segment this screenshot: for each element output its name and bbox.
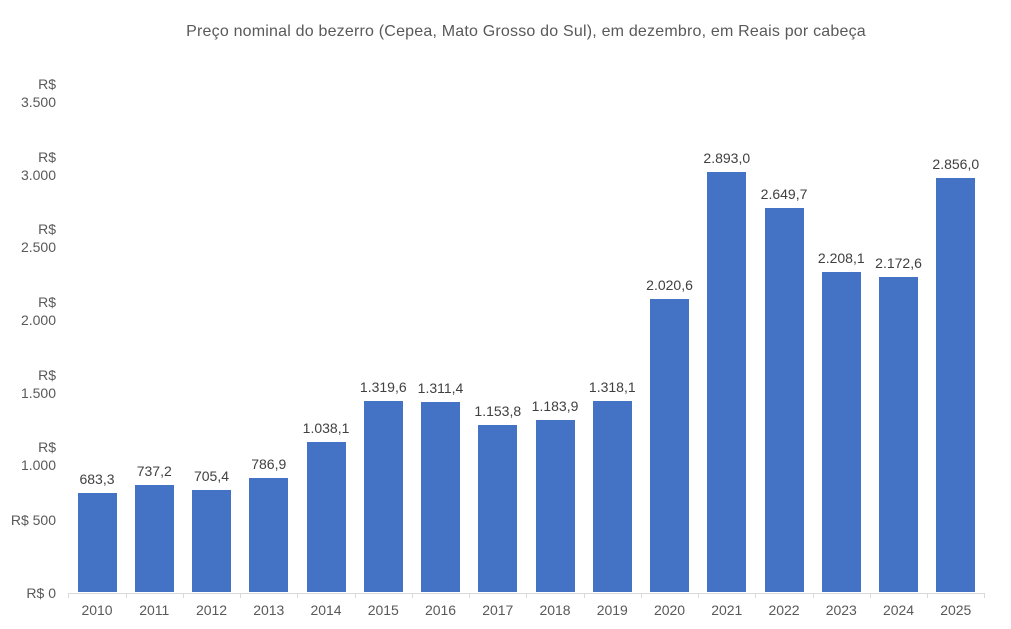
x-tick-label: 2020 — [653, 601, 686, 618]
x-axis-tick — [354, 592, 356, 598]
x-tick-label: 2025 — [940, 601, 972, 618]
bar-value-label: 1.153,8 — [474, 402, 522, 419]
x-tick-label: 2024 — [882, 601, 915, 618]
bar-value-label: 2.208,1 — [817, 249, 865, 266]
x-tick-label: 2016 — [424, 601, 457, 618]
y-tick-label: R$ 1.000 — [20, 439, 56, 474]
x-axis-tick — [698, 592, 700, 598]
x-axis-tick — [927, 592, 929, 598]
bar-2022 — [764, 207, 804, 593]
bar-2018 — [535, 420, 575, 593]
bar-value-label: 2.020,6 — [646, 276, 693, 293]
x-axis-tick — [182, 592, 184, 598]
bar-value-label: 705,4 — [193, 468, 230, 484]
bar-value-label: 737,2 — [136, 463, 172, 480]
x-axis-tick — [583, 592, 585, 598]
x-axis-tick — [526, 592, 528, 598]
bar-2024 — [879, 276, 919, 593]
x-axis-tick — [469, 592, 471, 598]
bar-2011 — [134, 485, 174, 593]
x-axis-tick — [640, 592, 642, 598]
bar-value-label: 683,3 — [79, 471, 115, 488]
x-tick-label: 2023 — [825, 601, 857, 618]
x-tick-label: 2021 — [711, 601, 743, 618]
bar-value-label: 2.172,6 — [875, 254, 922, 271]
bar-value-label: 1.319,6 — [359, 378, 407, 395]
bar-value-label: 786,9 — [251, 456, 287, 473]
bar-2025 — [936, 177, 976, 593]
bar-2021 — [707, 172, 747, 593]
x-axis-tick — [240, 592, 242, 598]
x-tick-label: 2014 — [310, 601, 342, 618]
x-tick-label: 2018 — [539, 601, 571, 618]
x-tick-label: 2010 — [81, 601, 113, 618]
y-tick-label: R$ 3.500 — [20, 76, 56, 110]
x-axis-tick — [984, 592, 986, 598]
x-axis-tick — [869, 592, 871, 598]
bar-value-label: 1.038,1 — [302, 419, 350, 436]
bar-value-label: 1.311,4 — [417, 379, 464, 396]
x-axis-tick — [411, 592, 413, 598]
bar-value-label: 2.893,0 — [703, 150, 751, 167]
x-tick-label: 2012 — [195, 601, 228, 618]
x-axis-tick — [125, 592, 127, 598]
x-axis-tick — [755, 592, 757, 598]
x-tick-label: 2011 — [139, 601, 170, 618]
x-tick-label: 2022 — [768, 601, 800, 618]
x-tick-label: 2019 — [596, 601, 628, 618]
x-tick-label: 2017 — [482, 601, 514, 618]
bar-2015 — [363, 400, 403, 593]
bar-2012 — [192, 490, 232, 593]
y-tick-label: R$ 3.000 — [20, 148, 56, 183]
x-axis-tick — [297, 592, 299, 598]
chart-title: Preço nominal do bezerro (Cepea, Mato Gr… — [186, 23, 866, 40]
bar-2016 — [421, 401, 461, 593]
y-tick-label: R$ 1.500 — [20, 366, 56, 401]
bar-value-label: 2.649,7 — [760, 185, 808, 202]
y-tick-label: R$ 2.000 — [20, 293, 56, 328]
x-axis-tick — [68, 592, 70, 598]
bar-value-label: 1.318,1 — [588, 378, 636, 395]
x-tick-label: 2015 — [367, 601, 399, 618]
x-tick-label: 2013 — [253, 601, 285, 618]
bar-2014 — [306, 441, 346, 593]
bar-2019 — [592, 400, 632, 593]
bar-2010 — [77, 493, 117, 593]
x-axis-tick — [812, 592, 814, 598]
bar-value-label: 2.856,0 — [932, 155, 980, 172]
y-tick-label: R$ 500 — [10, 511, 56, 528]
bar-value-label: 1.183,9 — [531, 398, 579, 415]
bar-2013 — [249, 478, 289, 593]
y-tick-label: R$ 0 — [26, 584, 56, 601]
bar-2020 — [650, 298, 690, 593]
bar-2023 — [821, 271, 861, 593]
y-tick-label: R$ 2.500 — [20, 221, 56, 256]
bar-2017 — [478, 424, 518, 593]
